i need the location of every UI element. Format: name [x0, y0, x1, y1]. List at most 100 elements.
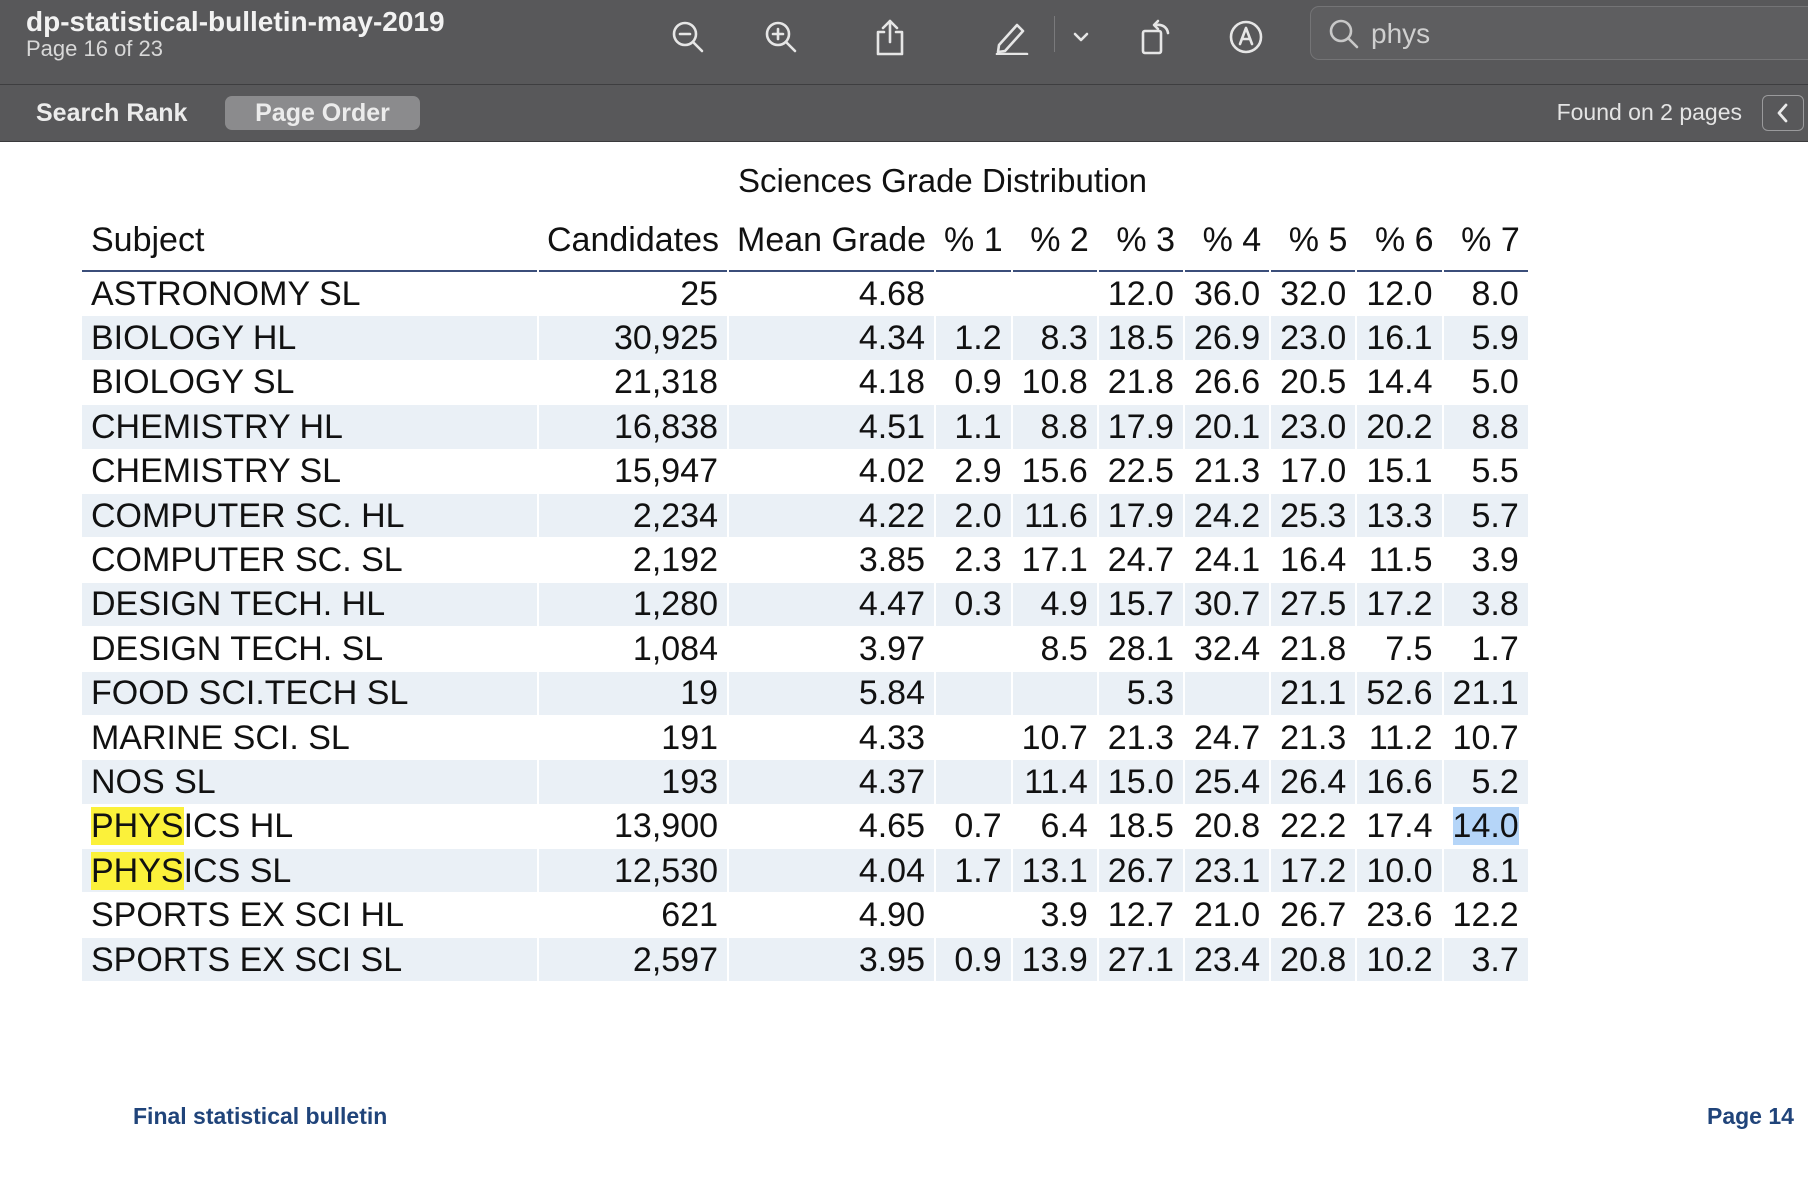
value-cell[interactable]: 2.3	[935, 537, 1013, 583]
value-cell[interactable]: 10.0	[1356, 848, 1444, 894]
value-cell[interactable]: 2.0	[935, 493, 1013, 539]
value-cell[interactable]: 8.8	[1011, 404, 1099, 450]
value-cell[interactable]: 22.2	[1270, 804, 1358, 850]
value-cell[interactable]: 17.2	[1270, 848, 1358, 894]
value-cell[interactable]: 3.97	[728, 626, 937, 672]
value-cell[interactable]: 28.1	[1097, 626, 1185, 672]
tab-page-order[interactable]: Page Order	[225, 96, 420, 130]
value-cell[interactable]: 13.9	[1011, 937, 1099, 983]
value-cell[interactable]: 23.0	[1270, 404, 1358, 450]
zoom-in-icon[interactable]	[753, 10, 809, 64]
value-cell[interactable]: 12.7	[1097, 892, 1185, 938]
value-cell[interactable]: 621	[538, 892, 730, 938]
value-cell[interactable]: 20.1	[1183, 404, 1272, 450]
value-cell[interactable]: 4.33	[728, 715, 937, 761]
value-cell[interactable]: 3.95	[728, 937, 937, 983]
subject-cell[interactable]: DESIGN TECH. SL	[82, 626, 539, 672]
value-cell[interactable]: 15.7	[1097, 582, 1185, 628]
value-cell[interactable]: 30,925	[538, 315, 730, 361]
value-cell[interactable]: 4.65	[728, 804, 937, 850]
value-cell[interactable]: 21.8	[1097, 360, 1185, 406]
value-cell[interactable]: 21.3	[1183, 449, 1272, 494]
value-cell[interactable]: 3.9	[1442, 537, 1530, 583]
value-cell[interactable]: 21.3	[1270, 715, 1358, 761]
zoom-out-icon[interactable]	[660, 10, 716, 64]
value-cell[interactable]: 0.9	[935, 937, 1013, 983]
value-cell[interactable]: 8.5	[1011, 626, 1099, 672]
subject-cell[interactable]: MARINE SCI. SL	[82, 715, 539, 761]
subject-cell[interactable]: COMPUTER SC. HL	[82, 493, 539, 539]
value-cell[interactable]: 2.9	[935, 449, 1013, 494]
value-cell[interactable]: 21,318	[538, 360, 730, 406]
value-cell[interactable]: 20.5	[1270, 360, 1358, 406]
value-cell[interactable]: 5.7	[1442, 493, 1530, 539]
value-cell[interactable]: 0.3	[935, 582, 1013, 628]
value-cell[interactable]: 1,280	[538, 582, 730, 628]
value-cell[interactable]: 24.7	[1097, 537, 1185, 583]
value-cell[interactable]: 19	[538, 671, 730, 716]
value-cell[interactable]: 12.0	[1356, 271, 1444, 317]
value-cell[interactable]: 3.8	[1442, 582, 1530, 628]
value-cell[interactable]: 12.2	[1442, 892, 1530, 938]
value-cell[interactable]: 25.3	[1270, 493, 1358, 539]
value-cell[interactable]: 1.2	[935, 315, 1013, 361]
value-cell[interactable]: 26.4	[1270, 759, 1358, 805]
value-cell[interactable]: 21.3	[1097, 715, 1185, 761]
value-cell[interactable]: 1.7	[935, 848, 1013, 894]
value-cell[interactable]: 4.47	[728, 582, 937, 628]
value-cell[interactable]: 25.4	[1183, 759, 1272, 805]
value-cell[interactable]: 27.1	[1097, 937, 1185, 983]
markup-pen-icon[interactable]	[984, 10, 1040, 64]
value-cell[interactable]: 3.9	[1011, 892, 1099, 938]
value-cell[interactable]	[935, 892, 1013, 938]
value-cell[interactable]: 1,084	[538, 626, 730, 672]
value-cell[interactable]: 24.7	[1183, 715, 1272, 761]
subject-cell[interactable]: BIOLOGY HL	[82, 315, 539, 361]
value-cell[interactable]	[1183, 671, 1272, 716]
subject-cell[interactable]: PHYSICS SL	[82, 848, 539, 894]
value-cell[interactable]	[1011, 671, 1099, 716]
value-cell[interactable]: 27.5	[1270, 582, 1358, 628]
value-cell[interactable]: 4.37	[728, 759, 937, 805]
value-cell[interactable]: 8.1	[1442, 848, 1530, 894]
value-cell[interactable]: 18.5	[1097, 315, 1185, 361]
value-cell[interactable]: 23.1	[1183, 848, 1272, 894]
chevron-down-icon[interactable]	[1055, 10, 1107, 64]
value-cell[interactable]: 3.85	[728, 537, 937, 583]
value-cell[interactable]: 20.2	[1356, 404, 1444, 450]
subject-cell[interactable]: ASTRONOMY SL	[82, 271, 539, 317]
value-cell[interactable]: 21.1	[1270, 671, 1358, 716]
value-cell[interactable]: 32.4	[1183, 626, 1272, 672]
subject-cell[interactable]: SPORTS EX SCI HL	[82, 892, 539, 938]
value-cell[interactable]: 1.1	[935, 404, 1013, 450]
value-cell[interactable]	[935, 671, 1013, 716]
value-cell[interactable]: 191	[538, 715, 730, 761]
value-cell[interactable]: 1.7	[1442, 626, 1530, 672]
value-cell[interactable]: 4.18	[728, 360, 937, 406]
value-cell[interactable]: 23.4	[1183, 937, 1272, 983]
value-cell[interactable]: 8.8	[1442, 404, 1530, 450]
value-cell[interactable]: 5.9	[1442, 315, 1530, 361]
value-cell[interactable]: 14.4	[1356, 360, 1444, 406]
value-cell[interactable]: 10.2	[1356, 937, 1444, 983]
subject-cell[interactable]: SPORTS EX SCI SL	[82, 937, 539, 983]
value-cell[interactable]: 5.2	[1442, 759, 1530, 805]
subject-cell[interactable]: CHEMISTRY SL	[82, 449, 539, 494]
value-cell[interactable]: 11.6	[1011, 493, 1099, 539]
value-cell[interactable]: 2,192	[538, 537, 730, 583]
value-cell[interactable]: 12.0	[1097, 271, 1185, 317]
value-cell[interactable]: 10.7	[1442, 715, 1530, 761]
value-cell[interactable]: 17.9	[1097, 404, 1185, 450]
value-cell[interactable]: 16,838	[538, 404, 730, 450]
value-cell[interactable]: 26.6	[1183, 360, 1272, 406]
subject-cell[interactable]: FOOD SCI.TECH SL	[82, 671, 539, 716]
value-cell[interactable]: 4.02	[728, 449, 937, 494]
value-cell[interactable]: 13.3	[1356, 493, 1444, 539]
search-input[interactable]	[1369, 16, 1773, 52]
value-cell[interactable]	[935, 626, 1013, 672]
value-cell[interactable]: 5.84	[728, 671, 937, 716]
value-cell[interactable]: 22.5	[1097, 449, 1185, 494]
subject-cell[interactable]: CHEMISTRY HL	[82, 404, 539, 450]
value-cell[interactable]: 20.8	[1270, 937, 1358, 983]
value-cell[interactable]: 15.1	[1356, 449, 1444, 494]
